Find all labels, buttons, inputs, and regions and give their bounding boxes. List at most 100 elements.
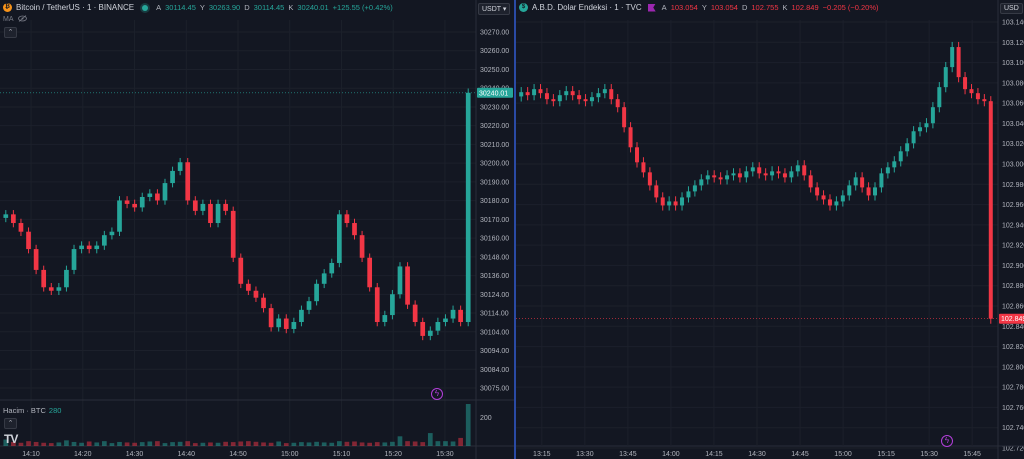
btc-candle[interactable] [299,309,304,323]
btc-candle[interactable] [109,231,115,236]
dxy-candle[interactable] [660,197,665,206]
dxy-candle[interactable] [654,185,659,198]
dxy-candle[interactable] [892,161,897,168]
dxy-candle[interactable] [937,87,942,108]
btc-candle[interactable] [64,269,69,288]
btc-candle[interactable] [215,203,221,224]
dxy-candle[interactable] [525,92,530,96]
dxy-candle[interactable] [975,93,980,100]
btc-candle[interactable] [427,330,433,336]
dxy-candle[interactable] [551,99,556,102]
btc-candle[interactable] [352,223,357,236]
dxy-candle[interactable] [705,175,710,180]
dxy-candle[interactable] [866,187,871,196]
dxy-candle[interactable] [699,179,704,186]
dxy-candle[interactable] [885,167,890,174]
btc-candle[interactable] [192,200,198,211]
dxy-candle[interactable] [860,177,865,188]
dxy-candle[interactable] [615,99,620,108]
btc-chart-pane[interactable]: 30270.0030260.0030250.0030240.0030230.00… [0,0,514,459]
dxy-currency-dropdown[interactable]: USD [1000,3,1023,14]
btc-candle[interactable] [276,318,282,328]
dxy-candle[interactable] [776,171,781,174]
btc-candle[interactable] [11,214,16,224]
btc-candle[interactable] [223,203,228,211]
btc-candle[interactable] [283,318,289,329]
dxy-candle[interactable] [667,201,672,206]
btc-candle[interactable] [33,249,39,270]
dxy-candle[interactable] [647,172,652,186]
btc-candle[interactable] [246,283,251,291]
dxy-candle[interactable] [602,89,607,94]
dxy-candle[interactable] [686,191,691,198]
dxy-candle[interactable] [821,195,826,200]
btc-candle[interactable] [390,294,395,316]
btc-candle[interactable] [420,322,426,336]
dxy-candle[interactable] [557,95,562,102]
btc-candle[interactable] [314,283,319,302]
dxy-candle[interactable] [757,167,762,174]
lightning-icon[interactable]: ϟ [941,435,953,447]
btc-candle[interactable] [321,273,327,284]
dxy-candle[interactable] [840,195,845,202]
dxy-candle[interactable] [673,201,678,206]
btc-candle[interactable] [458,309,463,323]
dxy-candle[interactable] [802,165,807,176]
dxy-candle[interactable] [622,107,627,128]
btc-candle[interactable] [435,322,441,331]
btc-candle[interactable] [412,304,418,323]
btc-candle[interactable] [101,235,107,246]
dxy-candle[interactable] [815,187,820,196]
btc-candle[interactable] [177,162,183,171]
dxy-candle[interactable] [712,175,717,178]
btc-candle[interactable] [155,193,160,201]
btc-candle[interactable] [147,193,153,197]
dxy-candle[interactable] [564,91,569,96]
ma-indicator-label[interactable]: MA [3,16,14,23]
btc-candle[interactable] [465,92,471,323]
btc-candle[interactable] [359,235,365,258]
dxy-candle[interactable] [628,127,633,148]
btc-symbol-title[interactable]: Bitcoin / TetherUS · 1 · BINANCE [16,3,135,12]
collapse-legend-button[interactable]: ⌃ [4,27,17,38]
dxy-candle[interactable] [570,91,575,96]
dxy-chart-canvas[interactable]: 103.140 103.120 103.100 103.080 103.060 103.0… [516,0,1024,459]
dxy-candle[interactable] [847,185,852,196]
dxy-candle[interactable] [873,187,877,196]
btc-candle[interactable] [238,257,244,284]
dxy-candle[interactable] [956,47,961,78]
eye-hidden-icon[interactable] [17,15,27,24]
btc-candle[interactable] [185,162,191,201]
dxy-candle[interactable] [718,177,723,180]
dxy-candle[interactable] [930,107,935,124]
btc-candle[interactable] [200,203,206,211]
dxy-candle[interactable] [731,173,736,176]
btc-candle[interactable] [253,290,259,298]
dxy-candle[interactable] [905,143,910,152]
btc-candle[interactable] [208,203,213,224]
btc-currency-dropdown[interactable]: USDT ▾ [478,3,511,15]
btc-candle[interactable] [306,301,312,310]
btc-candle[interactable] [48,287,54,291]
dxy-candle[interactable] [969,89,974,94]
dxy-candle[interactable] [795,165,800,172]
dxy-candle[interactable] [725,175,730,180]
dxy-symbol-title[interactable]: A.B.D. Dolar Endeksi · 1 · TVC [532,3,642,12]
btc-candle[interactable] [117,200,122,232]
dxy-candle[interactable] [911,131,916,144]
btc-candle[interactable] [41,269,47,288]
dxy-candle[interactable] [879,173,884,188]
btc-candle[interactable] [443,318,448,323]
dxy-candle[interactable] [519,92,524,97]
btc-candle[interactable] [86,245,92,250]
dxy-candle[interactable] [782,173,787,178]
dxy-candle[interactable] [808,175,813,188]
dxy-candle[interactable] [583,99,588,102]
collapse-volume-button[interactable]: ⌃ [4,418,17,429]
btc-candle[interactable] [124,200,130,204]
btc-candle[interactable] [291,322,297,329]
btc-candle[interactable] [268,308,274,328]
btc-candle[interactable] [132,203,138,208]
btc-chart-canvas[interactable]: 30270.0030260.0030250.0030240.0030230.00… [0,0,514,459]
dxy-candle[interactable] [577,95,582,100]
